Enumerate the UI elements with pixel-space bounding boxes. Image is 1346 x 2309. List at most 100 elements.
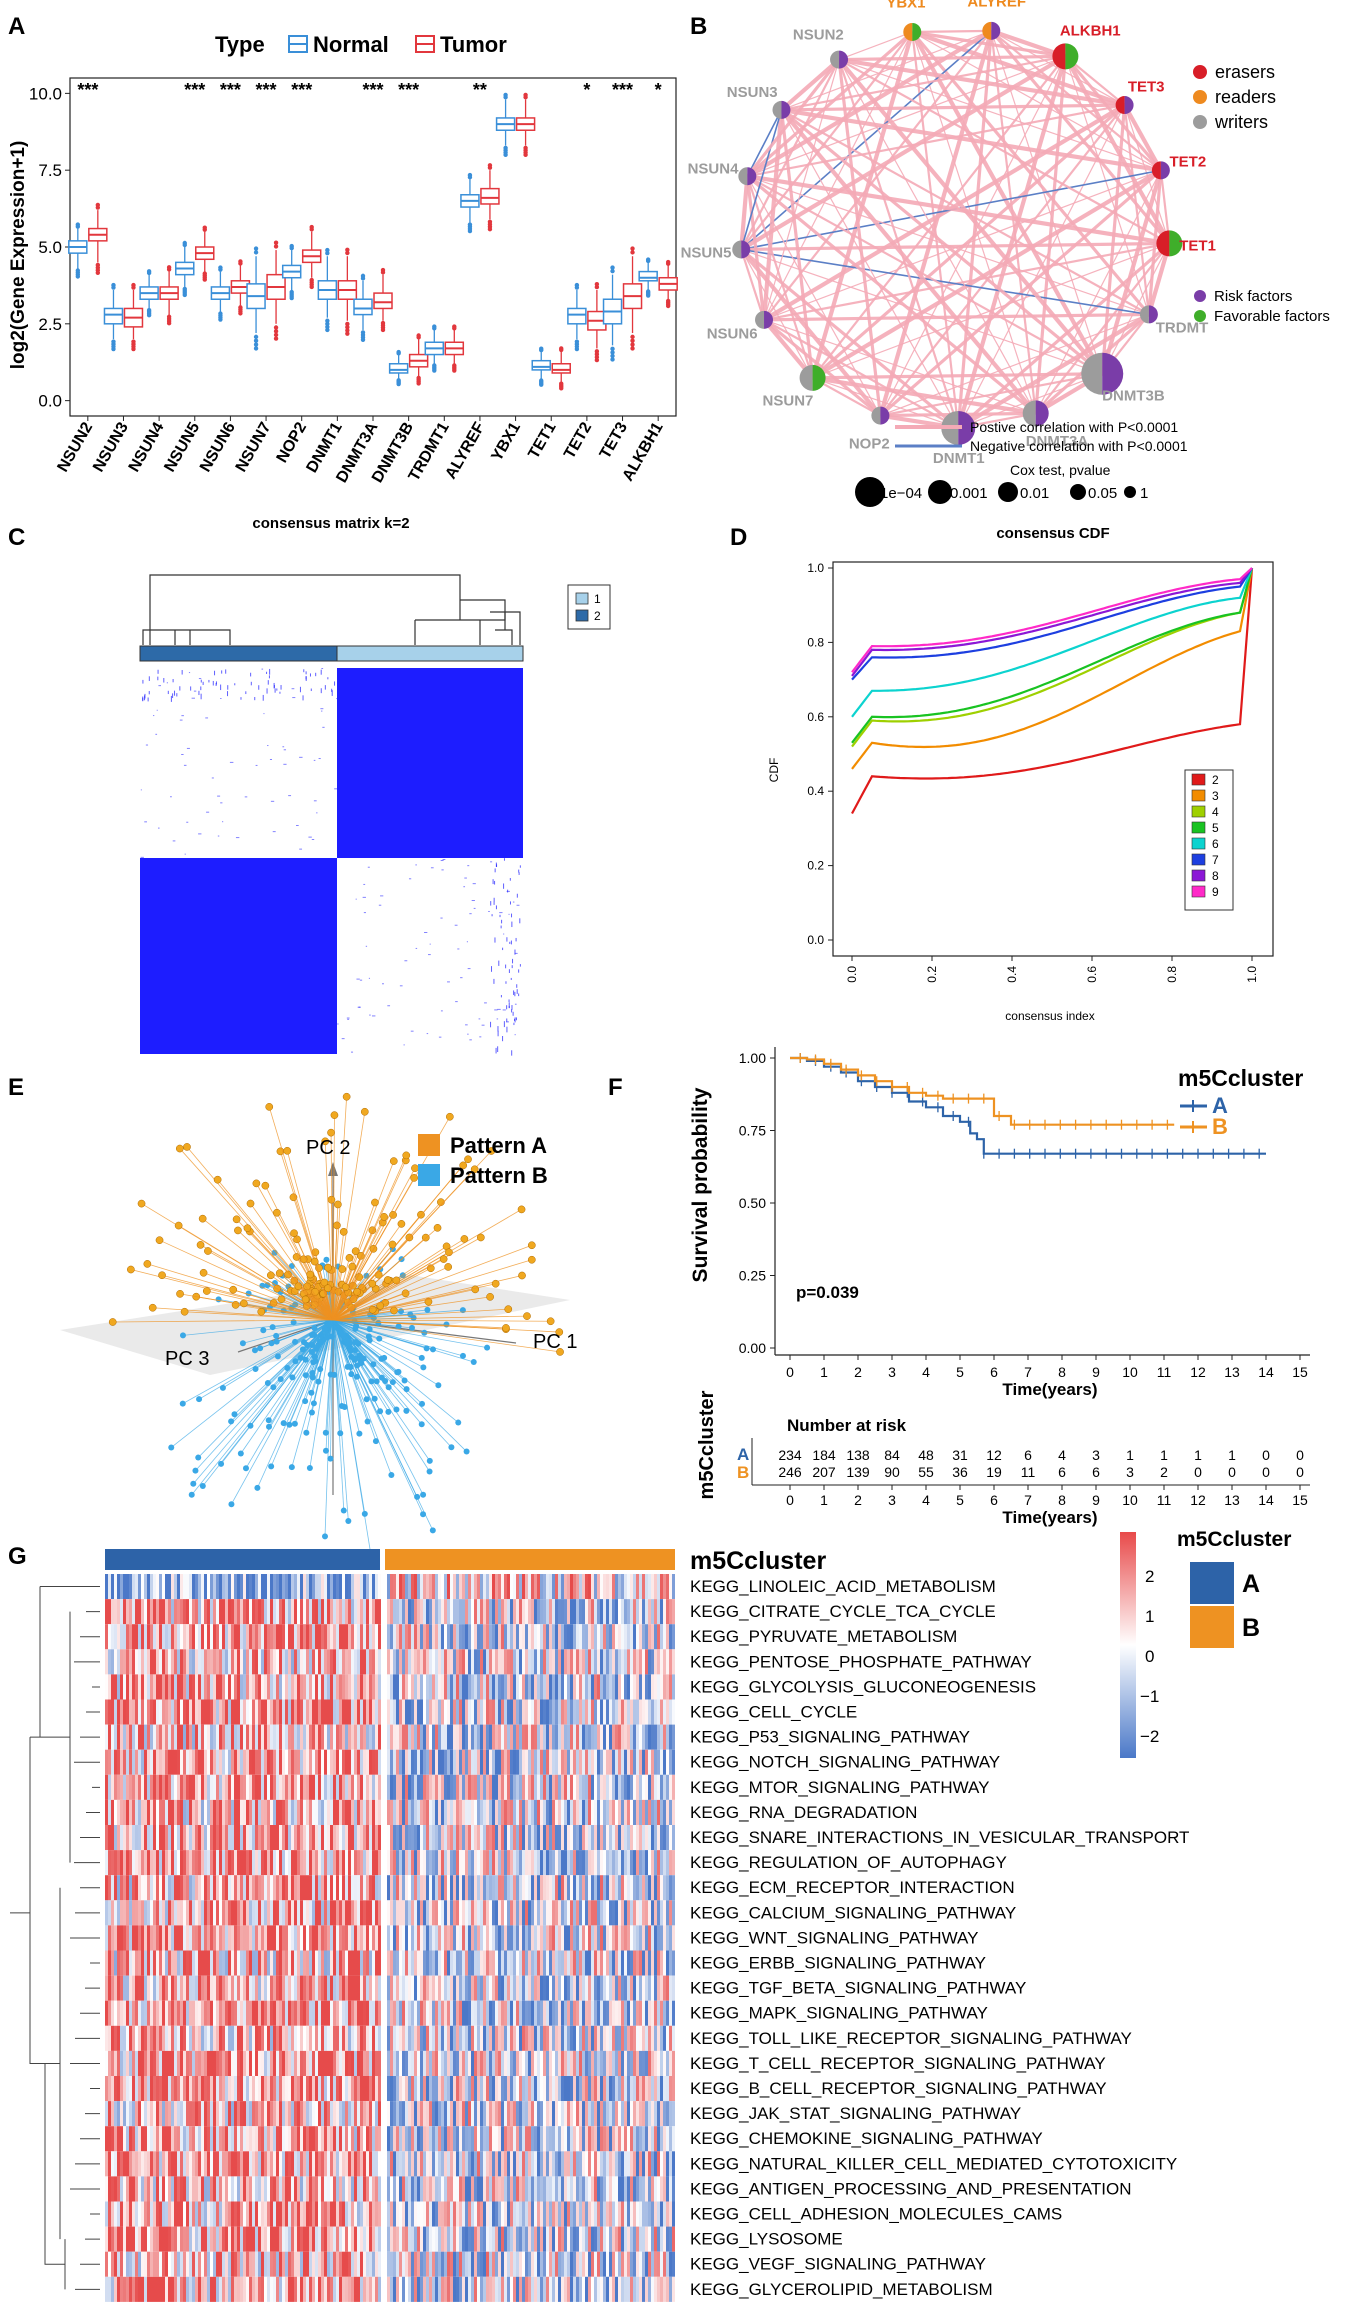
panel-g-heat-cell xyxy=(543,1599,546,1625)
panel-g-heat-cell xyxy=(513,1724,516,1750)
panel-g-heat-cell xyxy=(123,1925,126,1951)
panel-g-heat-cell xyxy=(177,1925,180,1951)
panel-g-heat-cell xyxy=(648,1674,651,1700)
panel-g-heat-cell xyxy=(621,1674,624,1700)
panel-g-heat-cell xyxy=(336,1850,339,1876)
panel-g-heat-cell xyxy=(216,1674,219,1700)
panel-g-heat-cell xyxy=(498,1850,501,1876)
panel-g-heat-cell xyxy=(453,1674,456,1700)
panel-g-heat-cell xyxy=(207,1674,210,1700)
panel-b-node-factor xyxy=(1169,230,1183,257)
panel-g-heat-cell xyxy=(342,1950,345,1976)
panel-g-heat-cell xyxy=(423,1825,426,1851)
panel-e-pattern-b-point xyxy=(352,1355,359,1362)
panel-g-heat-cell xyxy=(498,1649,501,1675)
panel-c-noise xyxy=(227,691,229,697)
panel-g-heat-cell xyxy=(585,1799,588,1825)
panel-g-heat-cell xyxy=(162,1649,165,1675)
panel-g-heat-cell xyxy=(528,1699,531,1725)
panel-g-heat-cell xyxy=(294,1574,297,1600)
panel-c-noise xyxy=(460,977,463,979)
panel-g-heat-cell xyxy=(135,1774,138,1800)
panel-g-heat-cell xyxy=(567,1699,570,1725)
panel-g-heat-cell xyxy=(582,1950,585,1976)
panel-g-heat-cell xyxy=(621,1799,624,1825)
panel-a-outlier xyxy=(360,273,366,279)
panel-g-heat-cell xyxy=(210,1749,213,1775)
panel-g-heat-cell xyxy=(132,1850,135,1876)
panel-g-heat-cell xyxy=(171,1850,174,1876)
panel-g-heat-cell xyxy=(423,1699,426,1725)
panel-g-heat-cell xyxy=(147,1724,150,1750)
panel-e-pattern-b-point xyxy=(179,1332,186,1339)
panel-f-risk-label-b: B xyxy=(737,1463,749,1482)
panel-g-heat-cell xyxy=(594,1699,597,1725)
panel-c-noise xyxy=(424,931,428,933)
panel-g-heat-cell xyxy=(213,1674,216,1700)
panel-g-heat-cell xyxy=(636,1649,639,1675)
panel-g-heat-cell xyxy=(153,1850,156,1876)
panel-g-heat-cell xyxy=(252,1699,255,1725)
panel-g-heat-cell xyxy=(171,1875,174,1901)
panel-c-noise xyxy=(513,1022,515,1026)
panel-g-heat-cell xyxy=(648,1599,651,1625)
panel-g-heat-cell xyxy=(513,1674,516,1700)
panel-g-heat-cell xyxy=(417,1749,420,1775)
panel-g-heat-cell xyxy=(318,1649,321,1675)
panel-a-outlier xyxy=(432,368,437,373)
panel-g-heat-cell xyxy=(162,1599,165,1625)
panel-g-heat-cell xyxy=(240,1749,243,1775)
panel-g-heat-cell xyxy=(402,1825,405,1851)
panel-g-heat-cell xyxy=(504,1724,507,1750)
panel-g-letter: G xyxy=(8,1543,27,1570)
panel-g-heat-cell xyxy=(222,1850,225,1876)
panel-c-noise xyxy=(380,895,384,897)
panel-g-heat-cell xyxy=(222,1900,225,1926)
panel-g-heat-cell xyxy=(273,1950,276,1976)
panel-g-heat-cell xyxy=(315,1799,318,1825)
panel-g-heat-cell xyxy=(204,1975,207,2001)
panel-g-heat-cell xyxy=(522,1649,525,1675)
panel-e-pattern-a-ray xyxy=(243,1303,334,1321)
panel-g-heat-cell xyxy=(231,1850,234,1876)
panel-g-heat-cell xyxy=(228,1875,231,1901)
panel-g-heat-cell xyxy=(564,1674,567,1700)
panel-g-heat-cell xyxy=(612,1799,615,1825)
panel-g-heat-cell xyxy=(408,1925,411,1951)
panel-g-heat-cell xyxy=(474,1649,477,1675)
panel-g-heat-cell xyxy=(231,1925,234,1951)
panel-g-heat-cell xyxy=(261,1799,264,1825)
panel-g-heat-cell xyxy=(519,1774,522,1800)
panel-b-node-role xyxy=(1139,305,1149,324)
panel-g-heat-cell xyxy=(192,1825,195,1851)
panel-g-heat-cell xyxy=(435,1649,438,1675)
panel-c-noise xyxy=(142,696,144,702)
panel-g-heat-cell xyxy=(387,1674,390,1700)
panel-g-heat-cell xyxy=(105,1674,108,1700)
panel-g-heat-cell xyxy=(390,1799,393,1825)
panel-g-heat-cell xyxy=(576,1799,579,1825)
panel-g-heat-cell xyxy=(180,1649,183,1675)
panel-g-heat-cell xyxy=(330,1850,333,1876)
panel-g-heat-cell xyxy=(291,1799,294,1825)
panel-e-pattern-a-ray xyxy=(314,1261,334,1321)
panel-g-heat-cell xyxy=(459,1749,462,1775)
panel-g-heat-cell xyxy=(471,1649,474,1675)
panel-e-pattern-b-ray xyxy=(332,1319,377,1442)
panel-g-heat-cell xyxy=(408,1724,411,1750)
panel-e-pattern-a-point xyxy=(360,1107,369,1116)
panel-g-heat-cell xyxy=(567,1599,570,1625)
panel-a-outlier xyxy=(325,324,330,330)
panel-g-heat-cell xyxy=(417,1850,420,1876)
panel-e-pattern-b-ray xyxy=(245,1319,334,1469)
panel-g-heat-cell xyxy=(285,1925,288,1951)
panel-g-heat-cell xyxy=(645,1850,648,1876)
panel-e-pattern-b-point xyxy=(239,1340,246,1347)
panel-b-node-factor xyxy=(839,50,849,69)
panel-g-heat-cell xyxy=(228,1925,231,1951)
panel-g-heat-cell xyxy=(627,1674,630,1700)
panel-c-noise xyxy=(510,977,512,980)
panel-g-heat-cell xyxy=(516,1950,519,1976)
panel-g-heat-cell xyxy=(300,1649,303,1675)
panel-g-heat-cell xyxy=(123,1950,126,1976)
